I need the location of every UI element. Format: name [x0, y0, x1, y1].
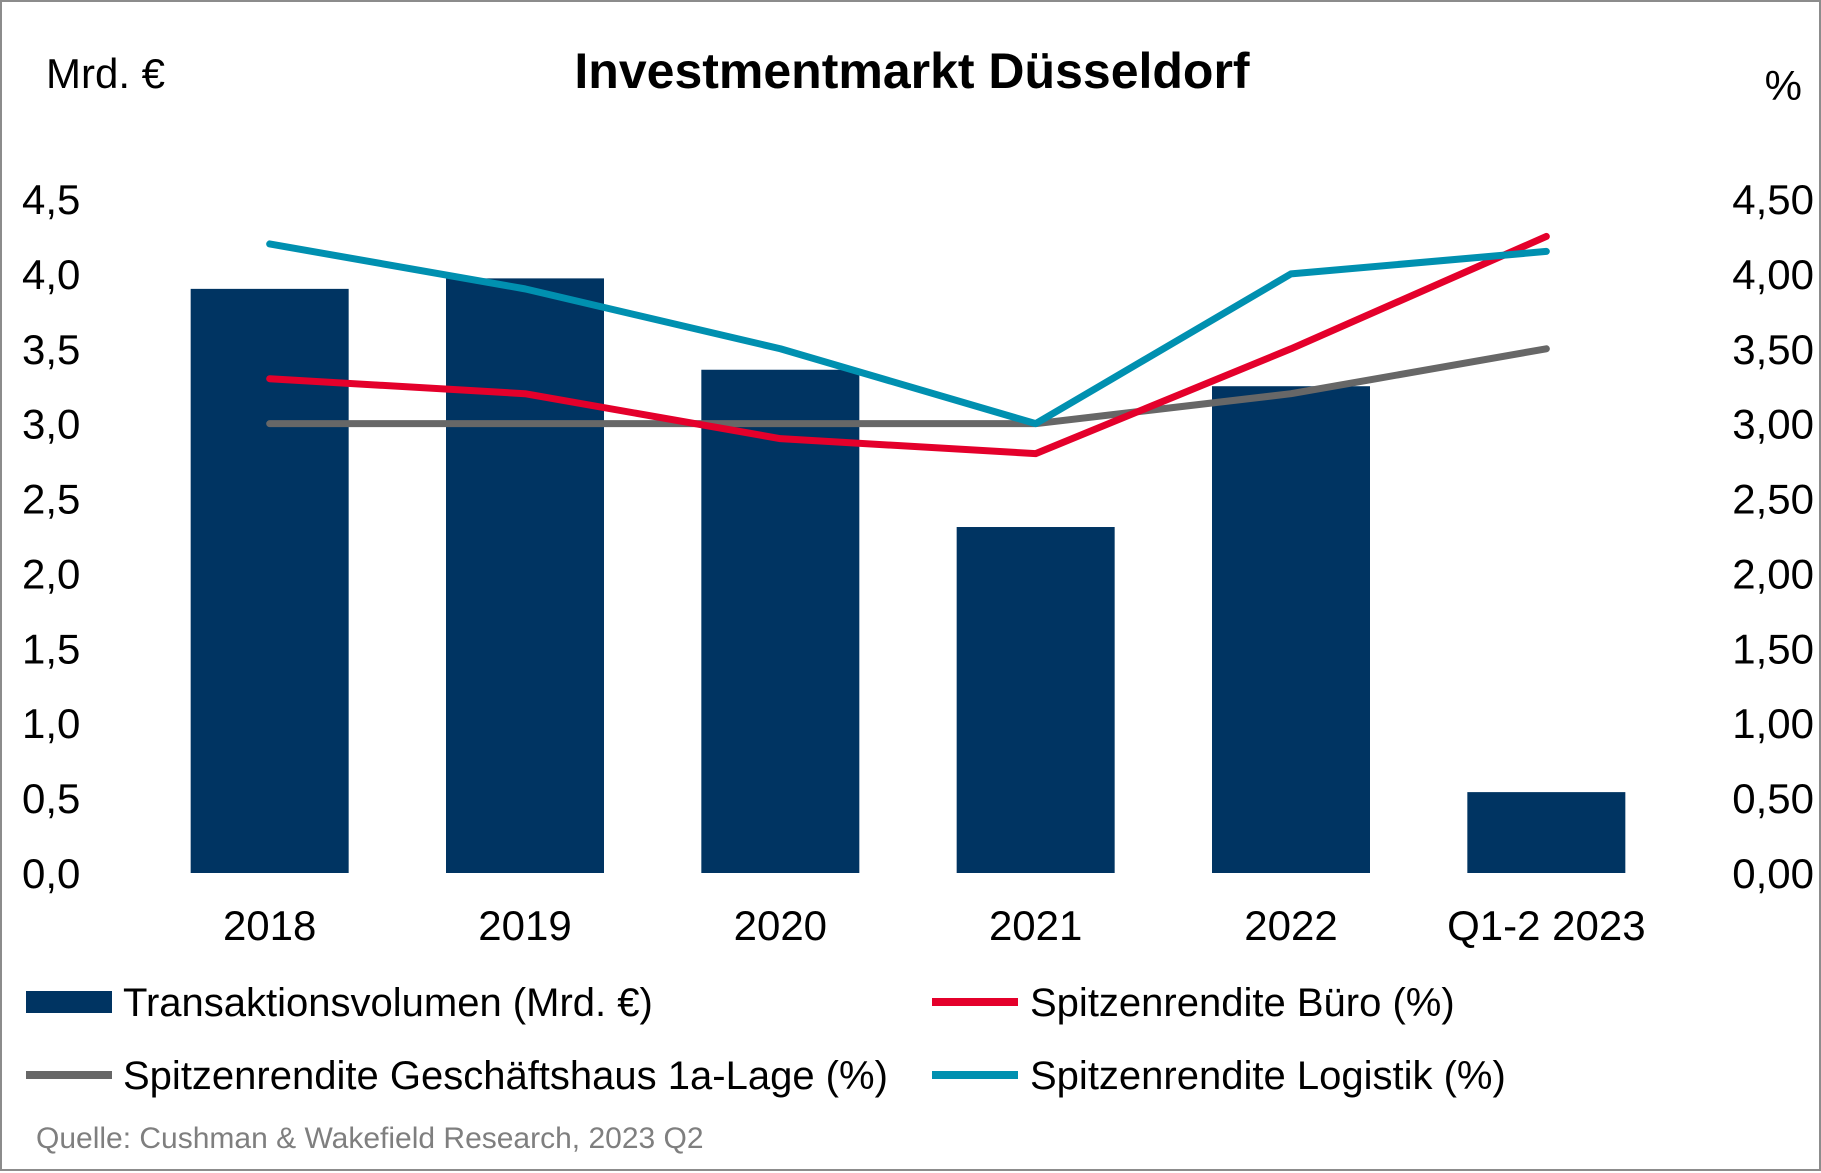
legend-label-spitzenrendite-logistik: Spitzenrendite Logistik (%)	[1030, 1054, 1506, 1098]
y-right-tick-label: 3,50	[1732, 326, 1814, 373]
bars-layer	[190, 278, 1626, 874]
x-tick-label-2022: 2022	[1244, 902, 1337, 949]
bar-2018	[190, 288, 349, 873]
y-left-tick-label: 2,5	[22, 476, 80, 523]
y-right-tick-label: 2,50	[1732, 476, 1814, 523]
y-left-tick-label: 0,5	[22, 775, 80, 822]
y-right-tick-label: 4,50	[1732, 176, 1814, 223]
legend-label-transaktionsvolumen: Transaktionsvolumen (Mrd. €)	[123, 981, 653, 1025]
y-right-tick-label: 1,50	[1732, 625, 1814, 672]
y-right-tick-label: 2,00	[1732, 550, 1814, 597]
legend-label-spitzenrendite-buero: Spitzenrendite Büro (%)	[1030, 981, 1455, 1025]
lines-layer	[266, 232, 1550, 458]
y-left-tick-label: 1,5	[22, 625, 80, 672]
y-right-tick-label: 4,00	[1732, 251, 1814, 298]
y-left-tick-label: 1,0	[22, 700, 80, 747]
bar-2020	[701, 369, 860, 873]
y-right-tick-label: 1,00	[1732, 700, 1814, 747]
bar-2022	[1212, 386, 1370, 873]
bar-q1-2-2023	[1467, 792, 1626, 873]
chart-title: Investmentmarkt Düsseldorf	[574, 43, 1250, 99]
source-note: Quelle: Cushman & Wakefield Research, 20…	[36, 1122, 704, 1155]
legend-label-spitzenrendite-geschaeftshaus: Spitzenrendite Geschäftshaus 1a-Lage (%)	[123, 1054, 888, 1098]
y-right-tick-label: 3,00	[1732, 401, 1814, 448]
line-spitzenrendite-geschaeftshaus	[266, 345, 1550, 428]
x-tick-label-2021: 2021	[989, 902, 1082, 949]
line-spitzenrendite-buero	[266, 232, 1550, 458]
legend: Transaktionsvolumen (Mrd. €) Spitzenrend…	[26, 981, 1506, 1098]
bar-2021	[956, 527, 1115, 873]
y-left-unit: Mrd. €	[46, 50, 165, 97]
line-spitzenrendite-logistik	[266, 240, 1550, 428]
y-left-tick-label: 0,0	[22, 850, 80, 897]
y-left-tick-label: 3,5	[22, 326, 80, 373]
y-left-tick-label: 4,0	[22, 251, 80, 298]
x-tick-label-2018: 2018	[223, 902, 316, 949]
y-right-tick-label: 0,00	[1732, 850, 1814, 897]
ticks-layer: 0,0 0,00 0,5 0,50 1,0 1,00 1,5 1,50 2,0 2,00 2,5 2,…	[22, 176, 1814, 949]
x-tick-label-2019: 2019	[478, 902, 571, 949]
bar-2019	[446, 278, 604, 874]
y-left-tick-label: 4,5	[22, 176, 80, 223]
y-right-unit: %	[1765, 62, 1802, 109]
legend-swatch-transaktionsvolumen	[26, 991, 112, 1013]
y-right-tick-label: 0,50	[1732, 775, 1814, 822]
y-left-tick-label: 2,0	[22, 550, 80, 597]
x-tick-label-2020: 2020	[734, 902, 827, 949]
y-left-tick-label: 3,0	[22, 401, 80, 448]
x-tick-label-q1-2-2023: Q1-2 2023	[1447, 902, 1645, 949]
